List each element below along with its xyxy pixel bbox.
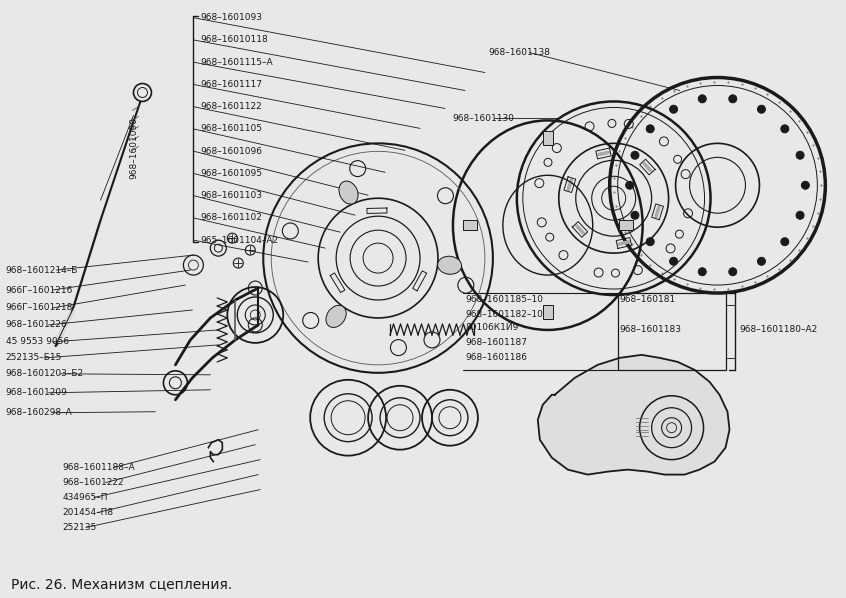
- Text: 968–1601090: 968–1601090: [129, 117, 138, 179]
- Text: 968–160298–А: 968–160298–А: [6, 408, 73, 417]
- Bar: [618, 220, 633, 230]
- Text: 968–1601182–10: 968–1601182–10: [465, 310, 543, 319]
- Text: 968–1601096: 968–1601096: [201, 147, 262, 155]
- Circle shape: [698, 268, 706, 276]
- Text: 968–1601185–10: 968–1601185–10: [465, 295, 543, 304]
- Text: 968–1601187: 968–1601187: [465, 338, 527, 347]
- Text: 966Г–1601216: 966Г–1601216: [6, 285, 73, 295]
- Text: 968–1601183: 968–1601183: [619, 325, 682, 334]
- Circle shape: [698, 95, 706, 103]
- Circle shape: [796, 151, 804, 159]
- Circle shape: [669, 105, 678, 113]
- Circle shape: [631, 151, 639, 159]
- Text: 968–1601115–А: 968–1601115–А: [201, 57, 273, 66]
- Circle shape: [669, 257, 678, 266]
- Circle shape: [781, 125, 788, 133]
- Text: 201454–П8: 201454–П8: [63, 508, 113, 517]
- Circle shape: [801, 181, 810, 189]
- Circle shape: [728, 268, 737, 276]
- Text: 252135: 252135: [63, 523, 96, 532]
- Text: 968–1601209: 968–1601209: [6, 388, 68, 397]
- Text: 968–1601093: 968–1601093: [201, 13, 262, 22]
- Circle shape: [134, 84, 151, 102]
- Text: 968–1601102: 968–1601102: [201, 213, 262, 222]
- Text: 252135–Б15: 252135–Б15: [6, 353, 62, 362]
- Circle shape: [757, 105, 766, 113]
- Text: 968–1601186: 968–1601186: [465, 353, 527, 362]
- Text: 968–1601226: 968–1601226: [6, 321, 68, 329]
- Bar: [543, 305, 552, 319]
- Text: 965–1601104–А2: 965–1601104–А2: [201, 236, 278, 245]
- Ellipse shape: [326, 306, 346, 328]
- Text: 968–1601122: 968–1601122: [201, 102, 262, 111]
- Text: 968–160181: 968–160181: [619, 295, 676, 304]
- Circle shape: [631, 211, 639, 219]
- Text: 968–1601105: 968–1601105: [201, 124, 262, 133]
- Text: 966Г–1601218: 966Г–1601218: [6, 303, 73, 313]
- Circle shape: [646, 238, 654, 246]
- Polygon shape: [538, 355, 729, 475]
- Text: 434965–П: 434965–П: [63, 493, 108, 502]
- Text: 968–16010118: 968–16010118: [201, 35, 268, 44]
- Ellipse shape: [437, 257, 462, 274]
- Text: 45 9553 9056: 45 9553 9056: [6, 337, 69, 346]
- Text: 968–1601214–Б: 968–1601214–Б: [6, 266, 78, 274]
- Text: 968–1601180–А2: 968–1601180–А2: [739, 325, 818, 334]
- Circle shape: [728, 95, 737, 103]
- Circle shape: [626, 181, 634, 189]
- Circle shape: [646, 125, 654, 133]
- Text: 968–1601138: 968–1601138: [488, 48, 550, 57]
- Text: 968–1601095: 968–1601095: [201, 169, 262, 178]
- Text: 968–1601103: 968–1601103: [201, 191, 262, 200]
- Text: 968–1601203–Б2: 968–1601203–Б2: [6, 370, 84, 379]
- Bar: [463, 220, 477, 230]
- Text: 968–1601188–А: 968–1601188–А: [63, 463, 135, 472]
- Bar: [543, 132, 552, 145]
- Circle shape: [757, 257, 766, 266]
- Text: 968–1601117: 968–1601117: [201, 80, 262, 89]
- Circle shape: [796, 211, 804, 219]
- Text: 968–1601130: 968–1601130: [452, 114, 514, 123]
- Ellipse shape: [339, 181, 358, 204]
- Text: 968–1601222: 968–1601222: [63, 478, 124, 487]
- Text: Рис. 26. Механизм сцепления.: Рис. 26. Механизм сцепления.: [11, 577, 232, 591]
- Text: 80106К1Й9: 80106К1Й9: [465, 324, 519, 332]
- Circle shape: [781, 238, 788, 246]
